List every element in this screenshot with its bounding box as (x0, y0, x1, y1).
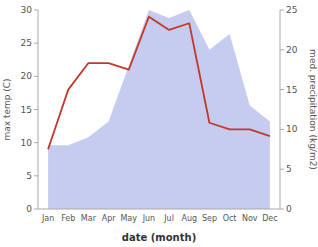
y2-tick (280, 49, 284, 50)
y-tick (34, 142, 38, 143)
y-tick (34, 109, 38, 110)
x-tick-label: Dec (262, 214, 277, 223)
x-tick-label: Aug (181, 214, 197, 223)
x-tick-label: Mar (81, 214, 97, 223)
y2-tick-label: 25 (286, 5, 297, 15)
y-tick-label: 5 (26, 171, 32, 181)
x-tick-label: Apr (102, 214, 117, 223)
y-axis-label: max temp (C) (2, 78, 12, 140)
y2-tick-label: 5 (286, 164, 292, 174)
x-tick-label: Jul (163, 214, 174, 223)
y-tick (34, 175, 38, 176)
y2-tick-label: 0 (286, 204, 292, 214)
temp-line (48, 17, 270, 150)
x-tick-label: May (120, 214, 137, 223)
chart: 0 5 10 15 20 25 30 0 5 10 15 20 25 Jan Feb Mar AprMay Jun… (0, 0, 318, 247)
y-tick-label: 10 (21, 138, 33, 148)
y-tick (34, 10, 38, 11)
y2-tick (280, 169, 284, 170)
x-tick-label: Jun (142, 214, 156, 223)
y2-axis-label: med. precipitation (kg/m2) (308, 49, 318, 170)
x-axis-label: date (month) (122, 232, 196, 243)
y2-tick (280, 209, 284, 210)
y-tick (34, 43, 38, 44)
x-tick-label: Nov (242, 214, 258, 223)
x-tick-label: Sep (202, 214, 217, 223)
y-tick-label: 15 (21, 105, 32, 115)
y-tick (34, 209, 38, 210)
x-tick-label: Oct (223, 214, 237, 223)
y-tick-label: 30 (21, 5, 33, 15)
y2-tick (280, 89, 284, 90)
y2-tick-label: 15 (286, 85, 297, 95)
y-tick-label: 0 (26, 204, 32, 214)
plot-area (48, 10, 270, 209)
y2-axis-line (280, 10, 281, 209)
x-axis-line (38, 209, 280, 210)
y-tick-label: 20 (21, 71, 33, 81)
y2-tick (280, 129, 284, 130)
y-tick-label: 25 (21, 38, 32, 48)
precip-area (48, 10, 270, 209)
y2-tick (280, 10, 284, 11)
y2-tick-label: 10 (286, 124, 298, 134)
y2-tick-label: 20 (286, 45, 298, 55)
x-tick-label: Feb (61, 214, 75, 223)
x-tick-label: Jan (41, 214, 54, 223)
y-tick (34, 76, 38, 77)
